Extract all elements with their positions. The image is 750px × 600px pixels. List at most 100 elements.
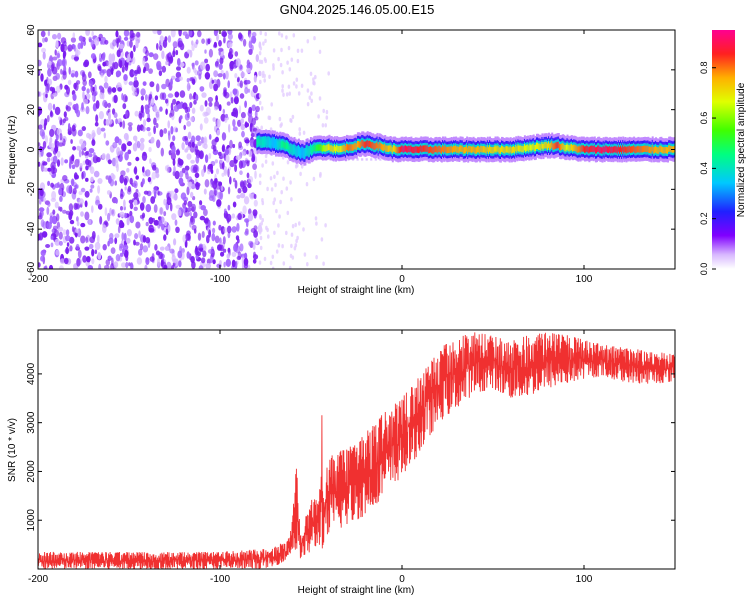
- noise-blob: [254, 116, 259, 121]
- ridge-cell: [348, 144, 351, 152]
- noise-blob: [39, 212, 42, 218]
- noise-blob: [86, 88, 90, 94]
- sparse-noise-blob: [306, 39, 310, 44]
- noise-blob: [108, 175, 112, 184]
- ridge-cell: [565, 145, 568, 152]
- x-tick-label: -200: [28, 274, 48, 285]
- colorbar-tick-label: 0.6: [699, 112, 709, 125]
- noise-blob: [233, 88, 239, 98]
- ridge-cell: [446, 147, 449, 154]
- ridge-cell: [396, 146, 399, 153]
- y-tick-label: 3000: [26, 411, 37, 434]
- noise-blob: [66, 86, 70, 95]
- ridge-cell: [499, 147, 502, 154]
- noise-blob: [221, 145, 225, 152]
- ridge-cell: [336, 144, 339, 152]
- noise-blob: [126, 141, 132, 147]
- ridge-cell: [419, 146, 422, 153]
- noise-blob: [202, 142, 205, 149]
- noise-blob: [122, 94, 128, 103]
- noise-blob: [154, 244, 158, 251]
- noise-blob: [62, 118, 66, 124]
- sparse-noise-blob: [276, 170, 279, 176]
- sparse-noise-blob: [273, 197, 277, 202]
- side-line-cell: [379, 158, 382, 161]
- noise-blob: [40, 249, 46, 257]
- noise-blob: [157, 30, 162, 36]
- ridge-cell: [665, 147, 668, 154]
- noise-blob: [190, 215, 194, 223]
- noise-blob: [232, 119, 236, 128]
- sparse-noise-blob: [310, 98, 314, 104]
- noise-blob: [184, 135, 189, 141]
- sparse-noise-blob: [312, 77, 315, 82]
- ridge-cell: [260, 139, 263, 146]
- noise-blob: [91, 129, 96, 139]
- side-line-cell: [365, 158, 368, 161]
- ridge-cell: [299, 148, 301, 156]
- ridge-cell: [366, 140, 369, 147]
- ridge-cell: [376, 141, 379, 148]
- noise-blob: [165, 60, 169, 66]
- noise-blob: [163, 198, 167, 206]
- noise-blob: [212, 259, 216, 265]
- sparse-noise-blob: [277, 243, 281, 248]
- noise-blob: [145, 221, 149, 227]
- figure-title: GN04.2025.146.05.00.E15: [280, 2, 435, 17]
- noise-blob: [211, 139, 217, 147]
- sparse-noise-blob: [263, 256, 267, 262]
- ridge-cell: [640, 146, 643, 153]
- sparse-noise-blob: [290, 197, 293, 202]
- sparse-noise-blob: [302, 227, 305, 232]
- noise-blob: [43, 122, 47, 131]
- noise-blob: [100, 127, 106, 132]
- noise-blob: [38, 42, 43, 48]
- noise-blob: [195, 155, 200, 164]
- noise-blob: [60, 157, 64, 166]
- sparse-noise-blob: [298, 127, 302, 132]
- noise-blob: [188, 30, 193, 37]
- noise-blob: [58, 188, 63, 196]
- noise-blob: [174, 188, 179, 194]
- ridge-cell: [279, 140, 282, 147]
- noise-blob: [161, 83, 167, 90]
- noise-blob: [45, 244, 51, 248]
- ridge-cell: [637, 145, 640, 153]
- ridge-cell: [326, 144, 329, 152]
- noise-blob: [142, 68, 146, 74]
- ridge-cell: [296, 148, 299, 155]
- sparse-noise-blob: [273, 174, 276, 179]
- sparse-noise-blob: [318, 49, 322, 54]
- noise-blob: [156, 64, 162, 71]
- ridge-cell: [314, 144, 317, 151]
- noise-blob: [253, 251, 256, 257]
- sparse-noise-blob: [322, 261, 325, 266]
- sparse-noise-blob: [318, 96, 322, 101]
- ridge-cell: [480, 145, 483, 153]
- colorbar-tick-label: 0.2: [699, 212, 709, 225]
- sparse-noise-blob: [282, 261, 286, 266]
- ridge-cell: [566, 143, 569, 150]
- noise-blob: [199, 247, 204, 253]
- ridge-cell: [606, 146, 609, 153]
- noise-blob: [161, 65, 167, 73]
- noise-blob: [38, 59, 42, 67]
- ridge-cell: [433, 147, 436, 154]
- noise-blob: [47, 180, 51, 186]
- noise-blob: [240, 118, 245, 124]
- noise-blob: [133, 79, 139, 88]
- noise-blob: [191, 224, 197, 231]
- noise-blob: [81, 102, 84, 111]
- noise-blob: [50, 242, 54, 248]
- y-tick-label: 40: [26, 64, 37, 76]
- noise-blob: [205, 63, 210, 72]
- ridge-cell: [321, 145, 324, 152]
- ridge-cell: [407, 146, 410, 153]
- noise-blob: [163, 211, 167, 217]
- noise-blob: [249, 33, 252, 42]
- noise-blob: [117, 87, 122, 92]
- sparse-noise-blob: [271, 254, 275, 259]
- noise-blob: [122, 248, 125, 255]
- sparse-noise-blob: [258, 93, 262, 99]
- noise-blob: [135, 175, 139, 180]
